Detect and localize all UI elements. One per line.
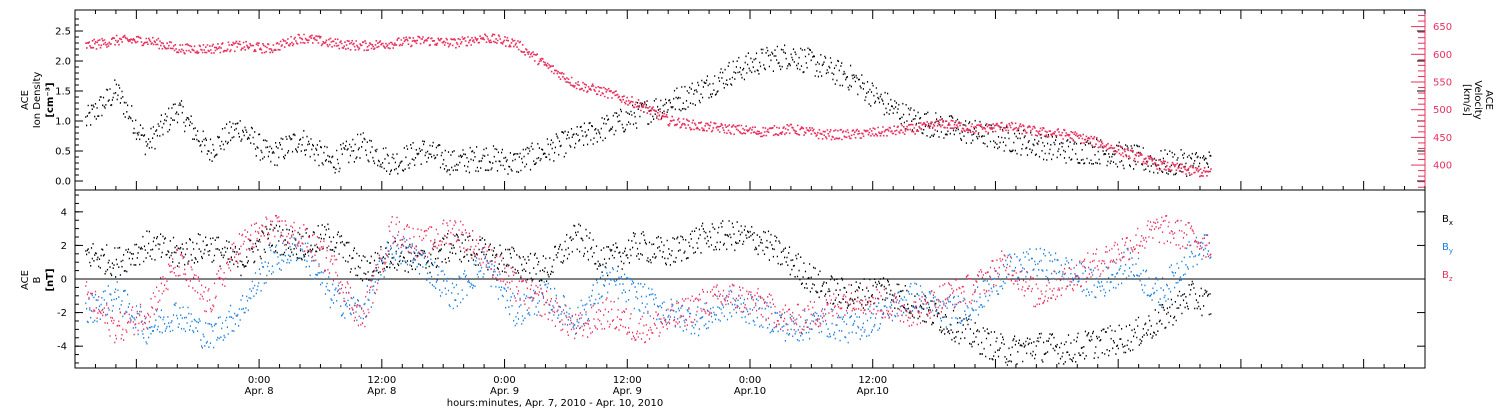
bottom-x-ticks	[74, 359, 1426, 368]
x-tick-time: 12:00	[613, 375, 642, 386]
b-by-series	[85, 234, 1212, 349]
x-axis-title: hours:minutes, Apr. 7, 2010 - Apr. 10, 2…	[447, 398, 663, 409]
density-velocity-panel: 0.0 0.5 1.0 1.5 2.0 2.5 400 450 500 550 600 650 AC…	[20, 9, 1494, 191]
density-axis-title-unit: [cm⁻³]	[45, 82, 56, 117]
b-field-tick-label: -4	[57, 342, 67, 353]
density-axis-title-line2: Ion Density	[32, 72, 43, 129]
ion-density-series	[85, 44, 1212, 177]
magnetic-field-panel: -4 -2 0 2 4 Bx By Bz ACE B [nT]	[20, 189, 1453, 369]
b-field-tick-label: -2	[57, 308, 67, 319]
density-y-axis: 0.0 0.5 1.0 1.5 2.0 2.5	[55, 18, 1425, 188]
legend-by: By	[1442, 242, 1453, 255]
legend-bz: Bz	[1442, 270, 1453, 283]
b-by-series-marks	[85, 234, 1212, 349]
density-axis-title: ACE Ion Density [cm⁻³]	[20, 72, 56, 129]
legend: Bx By Bz	[1442, 214, 1453, 283]
density-tick-label: 0.5	[55, 147, 71, 158]
x-tick-date: Apr. 8	[245, 386, 274, 397]
x-tick-time: 0:00	[248, 375, 270, 386]
b-field-tick-label: 4	[61, 207, 67, 218]
top-series-group	[85, 33, 1212, 178]
b-field-axis-title-line2: B	[32, 276, 43, 283]
velocity-tick-label: 500	[1433, 105, 1452, 116]
b-field-axis-title-line1: ACE	[20, 270, 31, 290]
legend-bx: Bx	[1442, 214, 1453, 227]
ion-density-series-marks	[85, 44, 1212, 177]
x-tick-date: Apr.10	[734, 386, 766, 397]
velocity-tick-label: 400	[1433, 161, 1452, 172]
x-tick-date: Apr. 9	[490, 386, 519, 397]
x-tick-time: 12:00	[858, 375, 887, 386]
b-field-tick-label: 2	[61, 241, 67, 252]
velocity-series	[85, 33, 1212, 178]
b-bx-series-marks	[85, 220, 1212, 366]
velocity-y-axis: 400 450 500 550 600 650	[1411, 10, 1452, 190]
b-bz-series	[85, 215, 1212, 344]
density-tick-label: 1.5	[55, 87, 71, 98]
x-tick-date: Apr. 8	[367, 386, 396, 397]
b-bz-series-marks	[85, 215, 1212, 344]
density-axis-title-line1: ACE	[20, 90, 31, 110]
b-field-axis-title-unit: [nT]	[45, 268, 56, 291]
x-tick-date: Apr.10	[857, 386, 889, 397]
top-panel-frame	[74, 9, 1426, 191]
b-bx-series	[85, 220, 1212, 366]
x-tick-time: 0:00	[493, 375, 515, 386]
velocity-tick-label: 550	[1433, 78, 1452, 89]
x-tick-time: 0:00	[739, 375, 761, 386]
density-tick-label: 2.5	[55, 27, 71, 38]
velocity-tick-label: 450	[1433, 133, 1452, 144]
velocity-axis-title: ACE Velocity [km/s]	[1461, 80, 1494, 119]
top-x-ticks	[74, 10, 1426, 190]
velocity-axis-title-line2: Velocity	[1472, 80, 1483, 119]
density-tick-label: 0.0	[55, 177, 71, 188]
velocity-tick-label: 600	[1433, 50, 1452, 61]
x-tick-time: 12:00	[367, 375, 396, 386]
b-field-tick-label: 0	[61, 275, 67, 286]
velocity-series-marks	[85, 33, 1212, 178]
velocity-axis-title-line1: ACE	[1483, 90, 1494, 110]
b-field-series-group	[85, 215, 1212, 366]
density-tick-label: 1.0	[55, 117, 71, 128]
b-field-axis-title: ACE B [nT]	[20, 268, 56, 291]
x-tick-date: Apr. 9	[613, 386, 642, 397]
velocity-axis-title-unit: [km/s]	[1461, 84, 1472, 116]
density-tick-label: 2.0	[55, 57, 71, 68]
velocity-tick-label: 650	[1433, 22, 1452, 33]
